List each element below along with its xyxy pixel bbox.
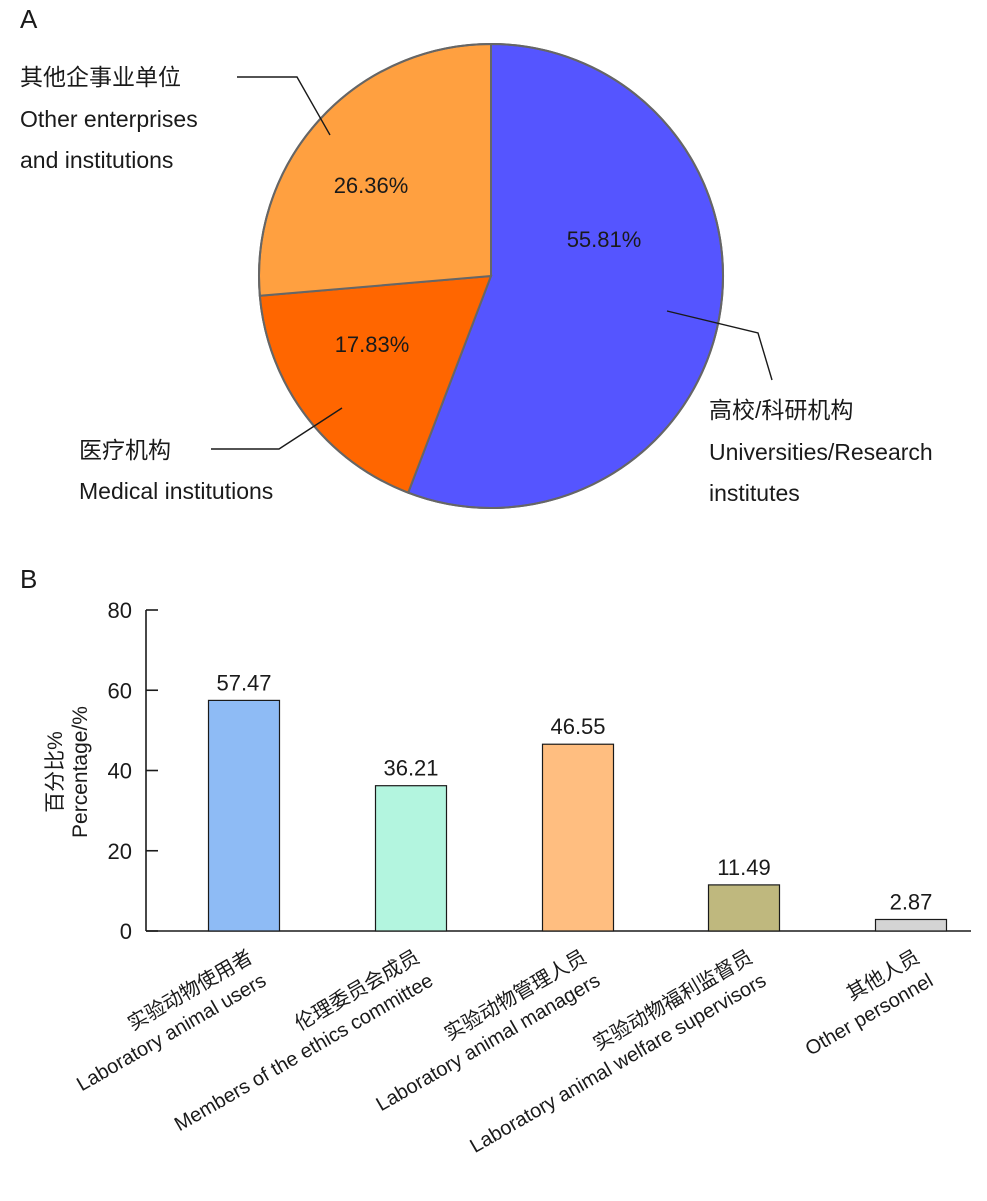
category-label-en: Members of the ethics committee bbox=[171, 970, 437, 1136]
label-medical-en: Medical institutions bbox=[79, 478, 273, 504]
label-universities-en-1: Universities/Research bbox=[709, 439, 933, 465]
pie-outline bbox=[258, 43, 724, 509]
y-tick-label: 40 bbox=[108, 759, 132, 784]
panel-a-letter: A bbox=[20, 4, 38, 34]
bar-value-label: 2.87 bbox=[890, 889, 933, 914]
leader-universities bbox=[666, 310, 773, 381]
y-tick-label: 60 bbox=[108, 678, 132, 703]
bar-value-label: 36.21 bbox=[383, 756, 438, 781]
bar-2 bbox=[374, 785, 448, 932]
y-tick-label: 0 bbox=[120, 919, 132, 944]
y-axis-title-cn: 百分比% bbox=[44, 731, 67, 813]
y-tick-label: 20 bbox=[108, 839, 132, 864]
bar-value-labels: 57.47 36.21 46.55 11.49 2.87 bbox=[216, 670, 932, 914]
bar-value-label: 46.55 bbox=[550, 714, 605, 739]
bar-4 bbox=[707, 884, 781, 932]
leader-other bbox=[237, 76, 331, 136]
bar-1 bbox=[207, 699, 281, 932]
y-tick-label: 80 bbox=[108, 598, 132, 623]
pct-universities: 55.81% bbox=[567, 227, 642, 252]
bar-3 bbox=[541, 743, 615, 932]
slice-other bbox=[258, 42, 492, 297]
label-universities-cn: 高校/科研机构 bbox=[709, 397, 853, 423]
pct-other: 26.36% bbox=[334, 173, 409, 198]
y-axis-title-en: Percentage/% bbox=[69, 706, 92, 838]
leader-medical bbox=[211, 407, 343, 450]
pct-medical: 17.83% bbox=[335, 332, 410, 357]
bar-value-label: 57.47 bbox=[216, 670, 271, 695]
panel-b-letter: B bbox=[20, 564, 37, 594]
bar-5 bbox=[874, 918, 948, 932]
label-other-en-1: Other enterprises bbox=[20, 106, 198, 132]
label-universities-en-2: institutes bbox=[709, 480, 800, 506]
bars bbox=[207, 699, 948, 932]
y-axis-title: 百分比% Percentage/% bbox=[44, 706, 92, 838]
bar-value-label: 11.49 bbox=[717, 855, 770, 880]
label-other-cn: 其他企事业单位 bbox=[20, 64, 181, 90]
label-medical-cn: 医疗机构 bbox=[79, 437, 171, 463]
label-other-en-2: and institutions bbox=[20, 147, 173, 173]
pie-chart bbox=[258, 42, 724, 509]
